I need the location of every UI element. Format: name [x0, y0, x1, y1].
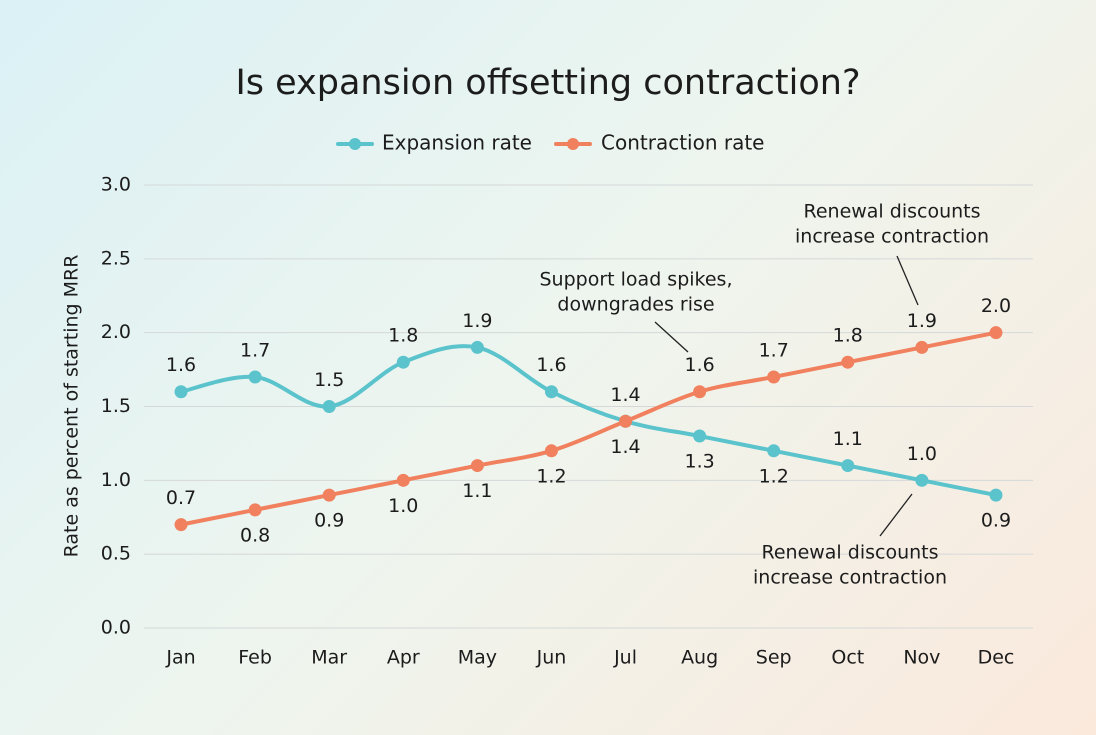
x-tick-label: Feb	[238, 647, 272, 669]
annotation: increase contraction	[753, 567, 947, 589]
legend-label: Contraction rate	[601, 131, 765, 155]
data-label: 1.8	[833, 325, 863, 347]
legend-marker	[567, 138, 579, 150]
point	[396, 355, 410, 369]
data-label: 1.7	[759, 339, 789, 361]
data-label: 1.6	[536, 354, 566, 376]
annotation: increase contraction	[795, 226, 989, 248]
x-tick-label: Mar	[311, 647, 347, 669]
data-label: 1.7	[240, 339, 270, 361]
x-tick-label: May	[458, 647, 497, 669]
y-tick-label: 1.0	[101, 469, 131, 491]
annotation: downgrades rise	[557, 294, 714, 316]
x-tick-label: Jun	[536, 647, 567, 669]
data-label: 1.6	[166, 354, 196, 376]
point	[470, 340, 484, 354]
point	[841, 459, 855, 473]
annotation: Renewal discounts	[803, 201, 980, 223]
data-label: 1.2	[536, 465, 566, 487]
point	[767, 444, 781, 458]
x-tick-label: Jul	[613, 647, 637, 669]
point	[544, 444, 558, 458]
data-label: 1.9	[907, 310, 937, 332]
x-tick-label: Oct	[831, 647, 864, 669]
data-label: 1.5	[314, 369, 344, 391]
legend-label: Expansion rate	[382, 131, 532, 155]
x-tick-label: Aug	[681, 647, 718, 669]
x-tick-label: Jan	[165, 647, 195, 669]
y-tick-label: 1.5	[101, 395, 131, 417]
x-tick-label: Apr	[387, 647, 420, 669]
point	[174, 518, 188, 532]
legend-marker	[349, 138, 361, 150]
y-tick-label: 0.0	[101, 617, 131, 639]
x-tick-label: Nov	[903, 647, 940, 669]
point	[693, 429, 707, 443]
data-label: 0.9	[314, 510, 344, 532]
point	[915, 340, 929, 354]
data-label: 0.8	[240, 524, 270, 546]
point	[248, 370, 262, 384]
data-label: 1.3	[685, 451, 715, 473]
annotation: Renewal discounts	[761, 542, 938, 564]
point	[322, 488, 336, 502]
point	[470, 459, 484, 473]
series-line	[180, 344, 997, 498]
data-label: 1.1	[833, 428, 863, 450]
data-label: 0.7	[166, 487, 196, 509]
data-label: 1.9	[462, 310, 492, 332]
point	[248, 503, 262, 517]
data-label: 1.1	[462, 480, 492, 502]
point	[396, 473, 410, 487]
data-label: 0.9	[981, 510, 1011, 532]
annotation-leader	[654, 321, 689, 353]
data-label: 1.6	[685, 354, 715, 376]
annotation-leader	[896, 255, 919, 306]
data-label: 1.0	[388, 495, 418, 517]
data-label: 1.4	[610, 384, 640, 406]
annotation: Support load spikes,	[540, 269, 733, 291]
y-tick-label: 2.0	[101, 321, 131, 343]
point	[767, 370, 781, 384]
point	[322, 400, 336, 413]
point	[989, 488, 1003, 502]
x-tick-label: Sep	[756, 647, 792, 669]
data-label: 1.2	[759, 465, 789, 487]
y-axis-label: Rate as percent of starting MRR	[61, 255, 83, 558]
point	[693, 385, 707, 399]
x-tick-label: Dec	[978, 647, 1015, 669]
data-label: 1.8	[388, 325, 418, 347]
y-tick-label: 2.5	[101, 247, 131, 269]
y-tick-label: 0.5	[101, 543, 131, 565]
y-tick-label: 3.0	[101, 174, 131, 196]
point	[174, 385, 188, 399]
chart-title: Is expansion offsetting contraction?	[235, 63, 860, 103]
data-label: 1.0	[907, 443, 937, 465]
point	[915, 473, 929, 487]
point	[544, 385, 558, 399]
point	[619, 414, 633, 428]
annotation-leader	[879, 493, 913, 537]
series-line	[180, 330, 997, 527]
data-label: 2.0	[981, 295, 1011, 317]
point	[841, 355, 855, 369]
point	[989, 326, 1003, 340]
data-label: 1.4	[610, 436, 640, 458]
